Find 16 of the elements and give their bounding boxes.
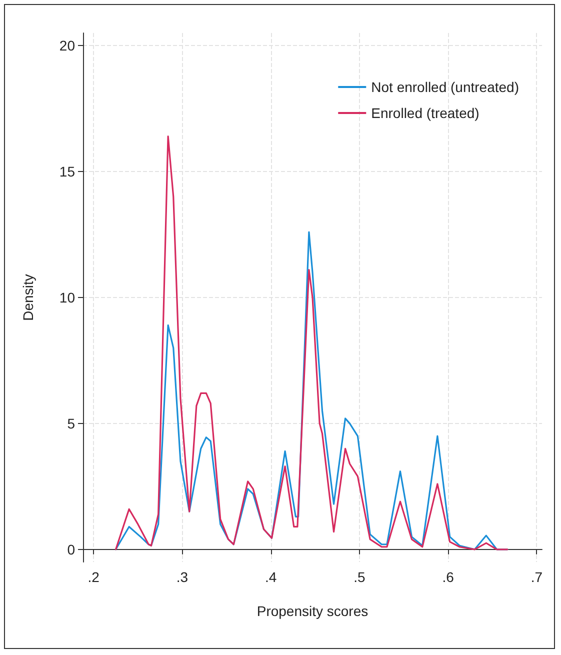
- x-tick-label: .7: [530, 569, 543, 585]
- y-tick-label: 0: [67, 541, 76, 558]
- legend-label: Enrolled (treated): [371, 105, 480, 121]
- x-tick-label: .6: [442, 569, 454, 585]
- x-tick-label: .2: [88, 569, 100, 585]
- y-tick-label: 10: [59, 290, 76, 306]
- x-axis-title: Propensity scores: [256, 603, 368, 619]
- x-tick-label: .5: [354, 569, 366, 585]
- y-tick-label: 15: [59, 164, 76, 180]
- x-tick-label: .4: [265, 569, 277, 585]
- legend-label: Not enrolled (untreated): [371, 79, 520, 95]
- line-series: [114, 135, 508, 550]
- x-tick-label: .3: [176, 569, 188, 585]
- y-tick-label: 20: [59, 38, 76, 54]
- y-tick-label: 5: [67, 415, 76, 432]
- y-axis-title: Density: [20, 274, 36, 321]
